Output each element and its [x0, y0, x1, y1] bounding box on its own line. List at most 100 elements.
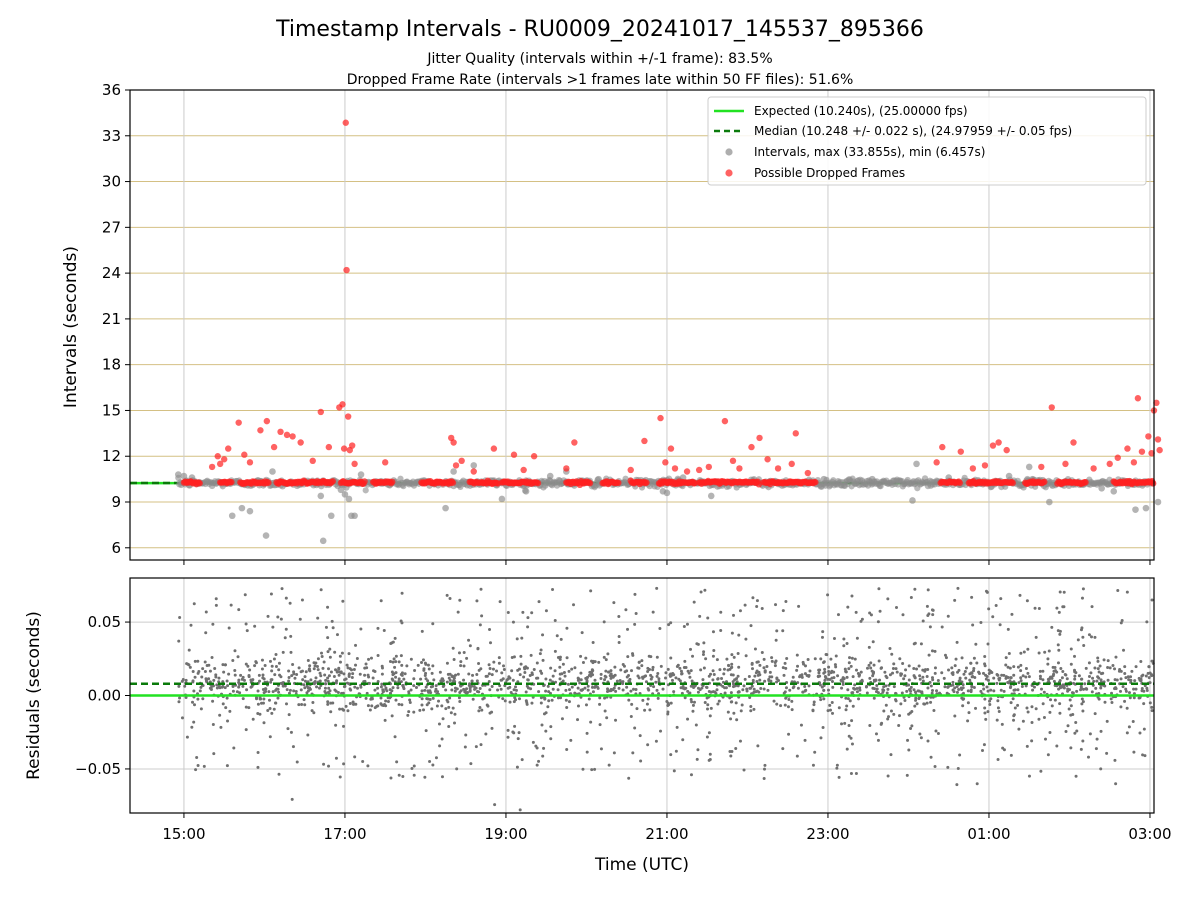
residual-point	[268, 707, 272, 711]
residual-point	[812, 703, 816, 707]
residual-point	[439, 679, 443, 683]
residual-point	[910, 724, 914, 728]
residual-point	[790, 708, 794, 712]
residual-point	[961, 686, 965, 690]
residual-point	[692, 684, 696, 688]
residual-point	[831, 685, 835, 689]
residual-point	[629, 714, 633, 718]
residual-point	[559, 637, 563, 641]
residual-point	[626, 655, 630, 659]
residual-point	[570, 685, 574, 689]
residual-point	[1079, 747, 1083, 751]
residual-point	[1067, 707, 1071, 711]
residual-point	[999, 688, 1003, 692]
residual-point	[1141, 753, 1145, 757]
residual-point	[590, 685, 594, 689]
residual-point	[426, 663, 430, 667]
residual-point	[291, 745, 295, 749]
residual-point	[537, 600, 541, 604]
residual-point	[984, 589, 988, 593]
residual-point	[1016, 688, 1020, 692]
residual-point	[612, 601, 616, 605]
residual-point	[373, 670, 377, 674]
residual-point	[312, 667, 316, 671]
residual-point	[422, 668, 426, 672]
residual-point	[845, 704, 849, 708]
dropped-frame-point	[643, 479, 650, 486]
residual-point	[704, 657, 708, 661]
residual-point	[736, 651, 740, 655]
residual-point	[412, 677, 416, 681]
residual-point	[792, 685, 796, 689]
residual-point	[664, 676, 668, 680]
dropped-frame-point	[1153, 399, 1160, 407]
residual-point	[577, 677, 581, 681]
residual-point	[440, 704, 444, 708]
residual-point	[580, 688, 584, 692]
residual-point	[807, 684, 811, 688]
residual-point	[872, 663, 876, 667]
residual-point	[329, 670, 333, 674]
residual-point	[945, 691, 949, 695]
residual-point	[585, 731, 589, 735]
residual-point	[842, 637, 846, 641]
residual-point	[955, 783, 959, 787]
residual-point	[702, 650, 706, 654]
residual-point	[852, 686, 856, 690]
residual-point	[648, 708, 652, 712]
residual-point	[830, 680, 834, 684]
residual-point	[936, 732, 940, 736]
interval-point	[1142, 504, 1150, 512]
residual-point	[277, 690, 281, 694]
residual-point	[599, 672, 603, 676]
residual-point	[779, 704, 783, 708]
residual-point	[1086, 755, 1090, 759]
residual-point	[488, 688, 492, 692]
residual-point	[384, 687, 388, 691]
residual-point	[899, 702, 903, 706]
residual-point	[1004, 663, 1008, 667]
residual-point	[390, 714, 394, 718]
residual-point	[633, 622, 637, 626]
residual-point	[565, 656, 569, 660]
residual-point	[986, 710, 990, 714]
residual-point	[955, 685, 959, 689]
residual-point	[758, 678, 762, 682]
residual-point	[748, 686, 752, 690]
residual-point	[829, 671, 833, 675]
residual-point	[419, 677, 423, 681]
residual-point	[523, 671, 527, 675]
residual-point	[178, 696, 182, 700]
residual-point	[745, 687, 749, 691]
residual-point	[655, 674, 659, 678]
residual-point	[914, 696, 918, 700]
residual-point	[324, 691, 328, 695]
interval-point	[341, 491, 349, 498]
residual-point	[287, 679, 291, 683]
residual-point	[469, 762, 473, 766]
residual-point	[822, 660, 826, 664]
residual-point	[850, 691, 854, 695]
residual-point	[1099, 767, 1103, 771]
residuals-points	[177, 586, 1155, 812]
residual-point	[544, 689, 548, 693]
residual-point	[1139, 679, 1143, 683]
residual-point	[751, 596, 755, 600]
residual-point	[1130, 669, 1134, 673]
residual-point	[832, 637, 836, 641]
residual-point	[201, 697, 205, 701]
residual-point	[287, 713, 291, 717]
dropped-frame-point	[729, 457, 737, 465]
residual-point	[1056, 643, 1060, 647]
dropped-frame-point	[470, 468, 477, 475]
residual-point	[391, 640, 395, 644]
residual-point	[300, 598, 304, 602]
residual-point	[652, 685, 656, 689]
residual-point	[913, 675, 917, 679]
residual-point	[499, 687, 503, 691]
dropped-frame-point	[361, 478, 368, 485]
residual-point	[201, 667, 205, 671]
interval-point	[345, 495, 353, 503]
dropped-frame-point	[235, 419, 242, 426]
residual-point	[366, 764, 370, 768]
